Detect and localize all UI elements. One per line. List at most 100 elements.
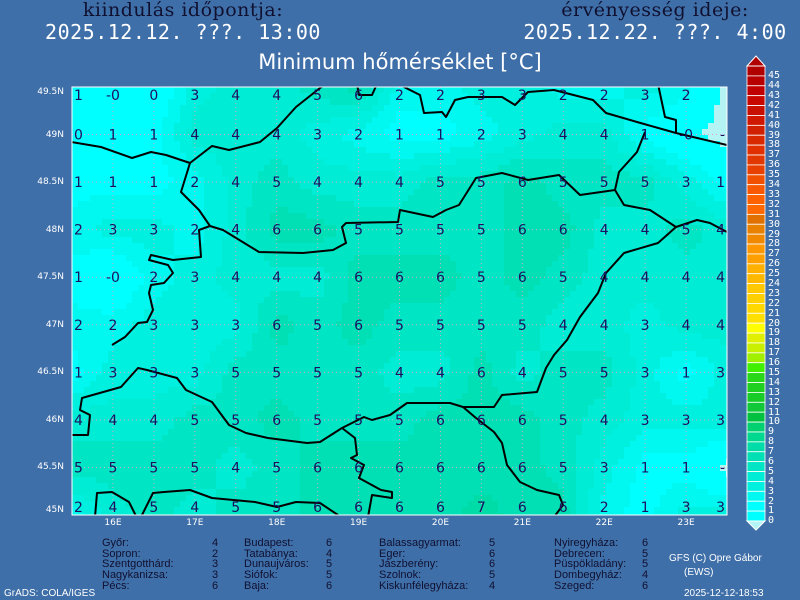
field-cell — [240, 117, 247, 124]
field-cell — [126, 309, 133, 316]
field-cell — [438, 339, 445, 346]
field-cell — [324, 303, 331, 310]
field-cell — [228, 195, 235, 202]
field-cell — [150, 321, 157, 328]
field-cell — [78, 93, 85, 100]
field-cell — [510, 261, 517, 268]
field-cell — [288, 357, 295, 364]
field-cell — [312, 213, 319, 220]
field-cell — [168, 87, 175, 94]
field-cell — [420, 261, 427, 268]
field-cell — [138, 231, 145, 238]
field-cell — [648, 153, 655, 160]
field-cell — [342, 339, 349, 346]
field-cell — [594, 219, 601, 226]
field-cell — [564, 297, 571, 304]
field-cell — [588, 339, 595, 346]
field-cell — [438, 219, 445, 226]
field-cell — [300, 111, 307, 118]
field-cell — [624, 153, 631, 160]
field-cell — [498, 267, 505, 274]
field-cell — [126, 327, 133, 334]
field-cell — [708, 87, 715, 94]
field-cell — [432, 285, 439, 292]
field-cell — [186, 249, 193, 256]
field-cell — [336, 261, 343, 268]
field-cell — [102, 261, 109, 268]
field-cell — [720, 297, 727, 304]
field-cell — [666, 255, 673, 262]
field-cell — [78, 225, 85, 232]
field-cell — [558, 273, 565, 280]
field-cell — [552, 291, 559, 298]
field-cell — [354, 249, 361, 256]
field-cell — [84, 351, 91, 358]
field-cell — [330, 219, 337, 226]
field-cell — [456, 333, 463, 340]
field-cell — [84, 303, 91, 310]
field-cell — [618, 117, 625, 124]
field-cell — [204, 291, 211, 298]
field-cell — [486, 87, 493, 94]
field-cell — [120, 93, 127, 100]
field-cell — [666, 213, 673, 220]
field-cell — [636, 171, 643, 178]
field-cell — [102, 153, 109, 160]
field-cell — [246, 339, 253, 346]
field-cell — [126, 315, 133, 322]
field-cell — [120, 201, 127, 208]
field-cell — [306, 165, 313, 172]
field-cell — [558, 243, 565, 250]
field-cell — [312, 165, 319, 172]
field-cell — [78, 327, 85, 334]
field-cell — [426, 273, 433, 280]
field-cell — [300, 219, 307, 226]
field-cell — [168, 141, 175, 148]
field-cell — [564, 213, 571, 220]
field-cell — [498, 117, 505, 124]
field-cell — [84, 237, 91, 244]
field-cell — [516, 111, 523, 118]
field-cell — [348, 207, 355, 214]
field-cell — [636, 201, 643, 208]
field-cell — [636, 105, 643, 112]
field-cell — [132, 189, 139, 196]
field-cell — [678, 201, 685, 208]
field-cell — [720, 267, 727, 274]
field-cell — [420, 249, 427, 256]
field-cell — [648, 183, 655, 190]
field-cell — [384, 267, 391, 274]
field-cell — [606, 243, 613, 250]
field-cell — [630, 261, 637, 268]
field-cell — [84, 123, 91, 130]
field-cell — [516, 207, 523, 214]
field-cell — [90, 225, 97, 232]
field-cell — [426, 225, 433, 232]
field-cell — [546, 189, 553, 196]
field-cell — [234, 189, 241, 196]
field-cell — [714, 279, 721, 286]
field-cell — [720, 153, 727, 160]
field-cell — [612, 213, 619, 220]
field-cell — [528, 129, 535, 136]
field-cell — [216, 177, 223, 184]
field-cell — [348, 339, 355, 346]
field-cell — [108, 303, 115, 310]
field-cell — [90, 357, 97, 364]
field-cell — [150, 141, 157, 148]
field-cell — [372, 117, 379, 124]
field-cell — [720, 171, 727, 178]
field-cell — [690, 117, 697, 124]
field-cell — [294, 261, 301, 268]
field-cell — [324, 345, 331, 352]
field-cell — [402, 111, 409, 118]
field-cell — [366, 303, 373, 310]
field-cell — [534, 201, 541, 208]
field-cell — [150, 135, 157, 142]
field-cell — [618, 129, 625, 136]
field-cell — [450, 141, 457, 148]
field-cell — [480, 231, 487, 238]
field-cell — [132, 87, 139, 94]
field-cell — [648, 111, 655, 118]
field-cell — [630, 321, 637, 328]
